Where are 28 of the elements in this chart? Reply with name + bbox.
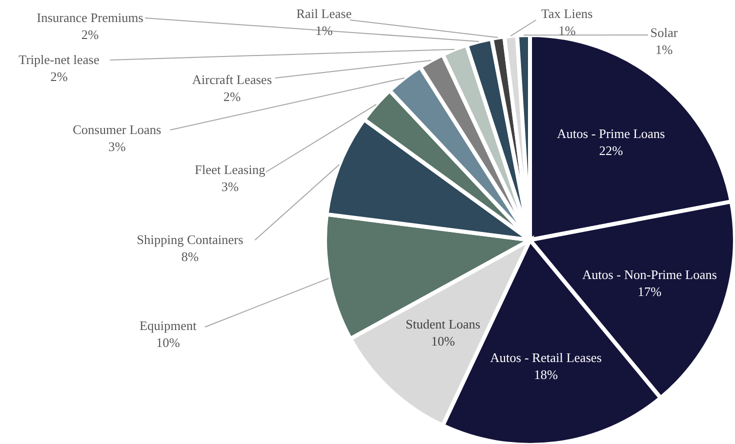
data-label: 2% — [50, 69, 68, 84]
slice-label: Rail Lease — [296, 6, 352, 21]
data-label: 2% — [223, 89, 241, 104]
slice-label: Autos - Non-Prime Loans — [582, 267, 717, 282]
data-label: 1% — [558, 23, 576, 38]
data-label: 22% — [599, 143, 624, 158]
slice-label: Autos - Prime Loans — [557, 126, 665, 142]
slice-label: Equipment — [139, 318, 197, 333]
slice-label: Aircraft Leases — [192, 72, 272, 87]
slice-label: Shipping Containers — [136, 232, 244, 247]
data-label: 1% — [655, 42, 673, 57]
data-label: 10% — [431, 334, 456, 349]
slice-label: Tax Liens — [541, 6, 593, 21]
slice-label: Insurance Premiums — [36, 10, 144, 25]
data-label: 2% — [81, 27, 99, 42]
slice-label: Autos - Retail Leases — [490, 350, 602, 366]
data-label: 18% — [534, 367, 558, 382]
data-label: 3% — [108, 139, 126, 154]
slice-label: Triple-net lease — [18, 52, 100, 67]
slice-label: Consumer Loans — [72, 122, 162, 137]
data-label: 8% — [181, 249, 199, 264]
data-label: 1% — [315, 23, 333, 38]
slice-label: Solar — [650, 25, 678, 40]
data-label: 10% — [156, 335, 180, 350]
slice-label: Student Loans — [406, 316, 480, 332]
data-label: 17% — [638, 284, 662, 300]
slice-label: Fleet Leasing — [194, 162, 266, 177]
data-label: 3% — [221, 179, 239, 194]
